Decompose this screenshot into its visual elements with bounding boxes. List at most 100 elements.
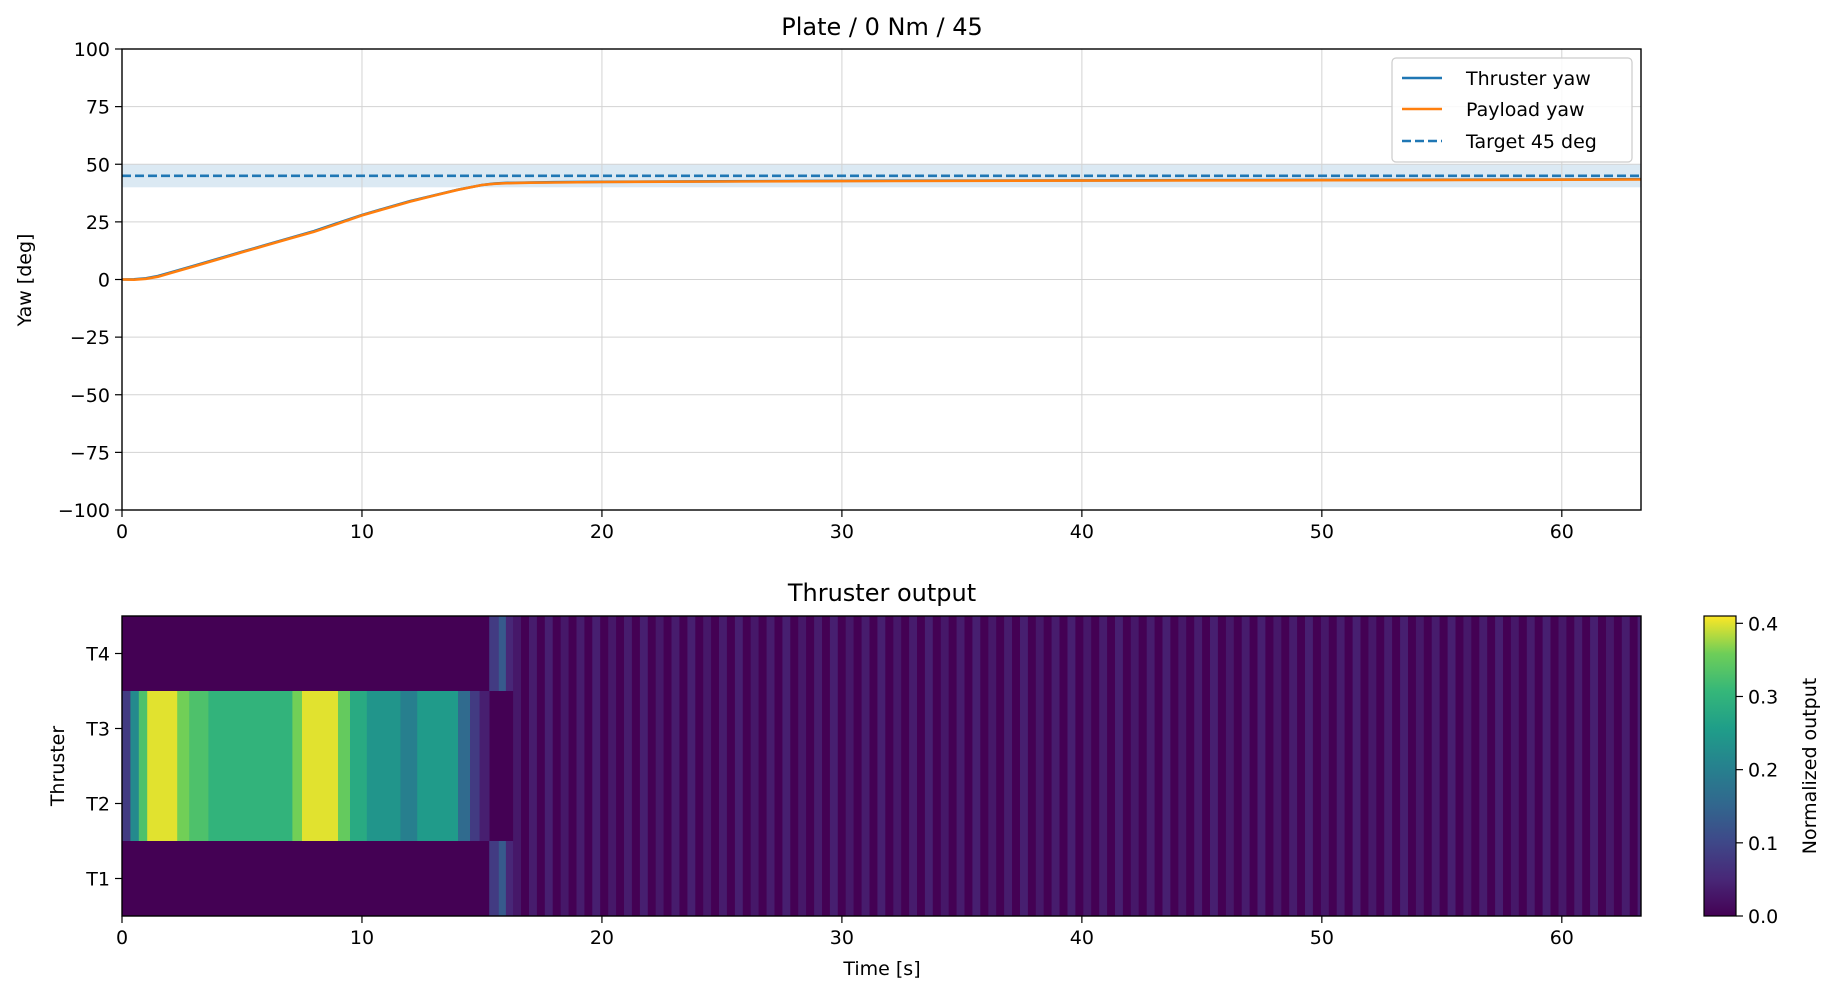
- heatmap-pulse-cell: [1336, 766, 1345, 841]
- heatmap-pulse-cell: [576, 841, 585, 916]
- heatmap-pulse-cell: [1051, 841, 1060, 916]
- heatmap-cell-t1: [489, 841, 500, 916]
- heatmap-pulse-cell: [909, 691, 917, 766]
- heatmap-pulse-cell: [1225, 766, 1234, 841]
- heatmap-pulse-cell: [1320, 766, 1329, 841]
- heatmap-pulse-cell: [1621, 691, 1630, 766]
- heatmap-pulse-cell: [1004, 691, 1012, 766]
- heatmap-pulse-cell: [1558, 691, 1567, 766]
- heatmap-pulse-cell: [719, 766, 727, 841]
- heatmap-pulse-cell: [893, 691, 902, 766]
- heatmap-pulse-cell: [1621, 841, 1630, 916]
- heatmap-pulse-cell: [1431, 841, 1440, 916]
- heatmap-pulse-cell: [608, 766, 617, 841]
- heatmap-pulse-cell: [1051, 766, 1060, 841]
- heatmap-pulse-cell: [1194, 691, 1203, 766]
- heatmap-pulse-cell: [655, 691, 664, 766]
- heatmap-pulse-cell: [608, 691, 617, 766]
- heatmap-cell-t2: [417, 766, 459, 841]
- yaw-chart-title: Plate / 0 Nm / 45: [781, 13, 982, 41]
- heatmap-pulse-cell: [1257, 766, 1266, 841]
- heatmap-pulse-cell: [1083, 616, 1092, 691]
- heatmap-pulse-cell: [734, 766, 743, 841]
- heatmap-row-label: T2: [85, 794, 110, 816]
- heatmap-pulse-cell: [1241, 766, 1250, 841]
- heatmap-pulse-cell: [1099, 766, 1108, 841]
- heatmap-pulse-cell: [1431, 616, 1440, 691]
- heatmap-pulse-cell: [671, 691, 680, 766]
- heatmap-pulse-cell: [1320, 616, 1329, 691]
- heatmap-pulse-cell: [1051, 691, 1060, 766]
- yaw-chart: Plate / 0 Nm / 45 0 10 20 30 40 50 60 100 75 50 2…: [14, 13, 1642, 543]
- yaw-x-tick-label: 60: [1550, 521, 1574, 543]
- colorbar-tick-label: 0.4: [1748, 613, 1778, 635]
- heatmap-pulse-cell: [1352, 691, 1361, 766]
- heatmap-pulse-cell: [1558, 766, 1567, 841]
- heatmap-pulse-cell: [845, 766, 854, 841]
- heatmap-pulse-cell: [1415, 841, 1424, 916]
- heatmap-pulse-cell: [1447, 691, 1456, 766]
- heatmap-cell-t2: [458, 766, 471, 841]
- heatmap-cell-t2: [400, 766, 418, 841]
- heatmap-pulse-cell: [592, 616, 601, 691]
- heatmap-pulse-cell: [1273, 841, 1282, 916]
- heatmap-cell-t3: [138, 691, 148, 766]
- heatmap-pulse-cell: [924, 691, 933, 766]
- heatmap-pulse-cell: [972, 616, 981, 691]
- colorbar-gradient: [1703, 615, 1737, 917]
- heatmap-pulse-cell: [1020, 616, 1028, 691]
- heatmap-pulse-cell: [1510, 766, 1519, 841]
- heatmap-pulse-cell: [1273, 691, 1282, 766]
- heatmap-pulse-cell: [1305, 766, 1313, 841]
- heatmap-pulse-cell: [1479, 766, 1488, 841]
- heatmap-pulse-cell: [529, 841, 537, 916]
- heatmap-pulse-cell: [1574, 691, 1583, 766]
- heatmap-pulse-cell: [750, 691, 759, 766]
- heatmap-pulse-cell: [1162, 841, 1171, 916]
- heatmap-pulse-cell: [624, 691, 632, 766]
- heatmap-pulse-cell: [1004, 766, 1012, 841]
- yaw-x-ticks: 0 10 20 30 40 50 60: [116, 510, 1574, 543]
- heatmap-pulse-cell: [1621, 616, 1630, 691]
- heatmap-pulse-cell: [893, 841, 902, 916]
- heatmap-pulse-cell: [687, 766, 696, 841]
- heatmap-pulse-cell: [798, 766, 807, 841]
- heatmap-cell-t1: [505, 841, 514, 916]
- heatmap-pulse-cell: [1400, 616, 1408, 691]
- heatmap-pulse-cell: [1510, 691, 1519, 766]
- heatmap-cell-t2: [338, 766, 351, 841]
- heatmap-pulse-cell: [1400, 766, 1408, 841]
- heatmap-pulse-cell: [1558, 616, 1567, 691]
- heatmap-pulse-cell: [1479, 616, 1488, 691]
- heatmap-pulse-cell: [1289, 841, 1298, 916]
- heatmap-pulse-cell: [1336, 616, 1345, 691]
- heatmap-pulse-cell: [845, 841, 854, 916]
- yaw-y-tick-label: 75: [86, 97, 110, 119]
- heatmap-pulse-cell: [782, 766, 791, 841]
- heatmap-pulse-cell: [1526, 841, 1535, 916]
- heatmap-pulse-cell: [1384, 766, 1393, 841]
- heatmap-pulse-cell: [1368, 766, 1377, 841]
- heatmap-pulse-cell: [576, 616, 585, 691]
- heatmap-cell-t2: [138, 766, 148, 841]
- heatmap-pulse-cell: [1115, 841, 1123, 916]
- heatmap-cell-t2: [130, 766, 140, 841]
- heatmap-pulse-cell: [560, 616, 569, 691]
- heatmap-pulse-cell: [719, 841, 727, 916]
- legend-label-thruster: Thruster yaw: [1465, 68, 1591, 90]
- heatmap-pulse-cell: [1004, 616, 1012, 691]
- heatmap-pulse-cell: [1495, 691, 1503, 766]
- heatmap-cell-t3: [479, 691, 490, 766]
- heatmap-pulse-cell: [877, 691, 886, 766]
- heatmap-pulse-cell: [798, 616, 807, 691]
- heatmap-pulse-cell: [861, 616, 870, 691]
- heatmap-pulse-cell: [1368, 616, 1377, 691]
- heatmap-pulse-cell: [1305, 841, 1313, 916]
- heatmap-pulse-cell: [1606, 766, 1614, 841]
- heatmap-pulse-cell: [766, 766, 775, 841]
- heatmap-pulse-cell: [1130, 766, 1139, 841]
- heatmap-pulse-cell: [1320, 841, 1329, 916]
- heatmap-cell-t3: [417, 691, 459, 766]
- heatmap-pulse-cell: [1241, 691, 1250, 766]
